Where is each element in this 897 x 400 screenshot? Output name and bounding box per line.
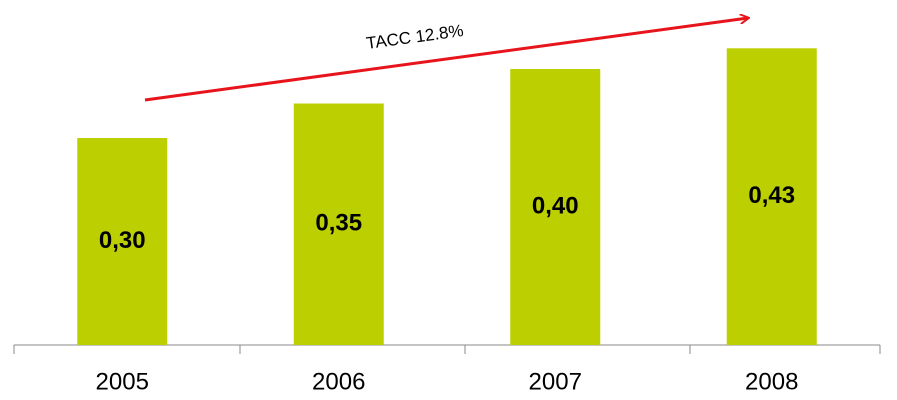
bar xyxy=(293,103,384,345)
annotation: TACC 12.8% xyxy=(365,21,465,53)
x-tick-label: 2007 xyxy=(529,368,582,395)
x-axis xyxy=(13,344,881,354)
bar xyxy=(726,48,817,346)
value-label: 0,40 xyxy=(532,192,579,219)
value-label: 0,35 xyxy=(315,210,362,237)
value-label: 0,30 xyxy=(99,227,146,254)
x-tick-label: 2008 xyxy=(745,368,798,395)
value-label: 0,43 xyxy=(748,182,795,209)
x-tick-label: 2005 xyxy=(96,368,149,395)
bar xyxy=(510,69,601,345)
trend-arrow xyxy=(144,18,748,102)
x-tick-label: 2006 xyxy=(312,368,365,395)
bar xyxy=(77,138,168,345)
